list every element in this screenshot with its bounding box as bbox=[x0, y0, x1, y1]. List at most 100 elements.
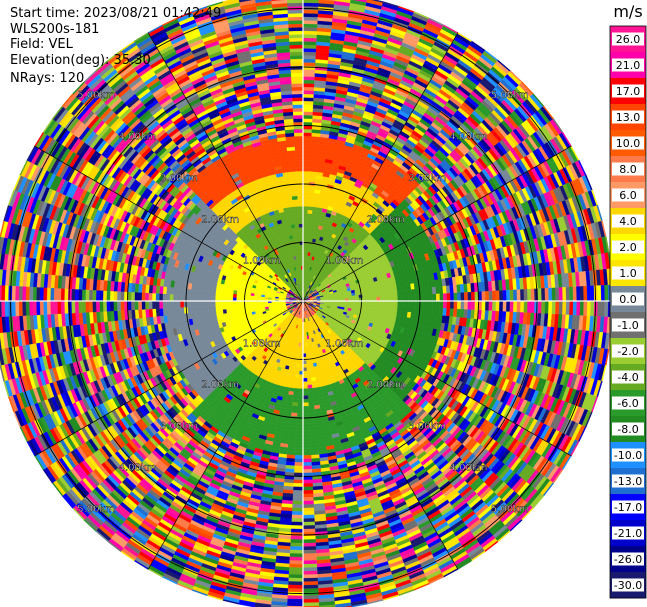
field-cell bbox=[421, 287, 426, 295]
field-cell bbox=[369, 293, 374, 298]
field-cell bbox=[302, 41, 317, 46]
field-cell bbox=[365, 304, 370, 309]
field-cell bbox=[362, 303, 367, 308]
field-cell bbox=[453, 300, 458, 310]
field-cell bbox=[361, 290, 367, 295]
field-cell bbox=[302, 153, 311, 158]
field-cell bbox=[302, 79, 315, 84]
field-cell bbox=[467, 300, 472, 310]
field-cell bbox=[302, 0, 319, 4]
field-cell bbox=[302, 69, 316, 74]
field-cell bbox=[600, 285, 606, 302]
field-cell bbox=[375, 308, 380, 314]
field-cell bbox=[604, 300, 609, 318]
field-cell bbox=[492, 290, 497, 302]
field-cell bbox=[302, 149, 312, 154]
field-cell bbox=[307, 206, 314, 211]
field-cell bbox=[555, 287, 560, 302]
field-cell bbox=[386, 300, 391, 306]
field-cell bbox=[597, 285, 602, 302]
field-cell bbox=[305, 241, 310, 246]
field-cell bbox=[362, 294, 367, 299]
field-cell bbox=[302, 160, 311, 165]
field-cell bbox=[307, 216, 312, 221]
field-cell bbox=[604, 284, 609, 302]
field-cell bbox=[450, 300, 455, 310]
field-cell bbox=[306, 220, 312, 225]
field-cell bbox=[425, 307, 430, 315]
field-cell bbox=[308, 185, 316, 190]
field-cell bbox=[302, 139, 312, 144]
field-cell bbox=[302, 13, 319, 18]
field-cell bbox=[590, 300, 595, 317]
field-cell bbox=[611, 284, 614, 302]
field-cell bbox=[354, 292, 360, 296]
field-cell bbox=[516, 300, 521, 313]
field-cell bbox=[302, 213, 308, 218]
field-cell bbox=[365, 290, 370, 295]
field-cell bbox=[348, 295, 353, 299]
field-cell bbox=[306, 230, 311, 235]
field-cell bbox=[302, 37, 317, 42]
field-cell bbox=[530, 300, 535, 314]
field-cell bbox=[397, 290, 402, 297]
field-cell bbox=[302, 174, 310, 179]
field-cell bbox=[562, 287, 567, 302]
field-cell bbox=[450, 292, 455, 302]
field-cell bbox=[583, 285, 588, 302]
field-cell bbox=[310, 224, 316, 229]
field-cell bbox=[307, 202, 314, 207]
field-cell bbox=[551, 300, 556, 315]
field-cell bbox=[555, 300, 560, 315]
field-cell bbox=[372, 293, 377, 298]
field-cell bbox=[306, 234, 311, 239]
field-cell bbox=[302, 55, 317, 60]
field-cell bbox=[415, 300, 419, 308]
field-cell bbox=[309, 171, 317, 176]
field-cell bbox=[499, 300, 504, 312]
field-cell bbox=[302, 65, 316, 70]
field-cell bbox=[569, 286, 574, 302]
field-cell bbox=[302, 58, 316, 63]
field-cell bbox=[457, 300, 462, 310]
field-cell bbox=[400, 290, 405, 297]
field-cell bbox=[506, 290, 511, 302]
field-cell bbox=[407, 289, 412, 296]
field-cell bbox=[309, 174, 317, 179]
field-cell bbox=[485, 291, 490, 302]
field-cell bbox=[400, 295, 405, 302]
field-cell bbox=[302, 167, 311, 172]
field-cell bbox=[562, 300, 567, 315]
field-cell bbox=[544, 300, 549, 315]
field-cell bbox=[379, 300, 384, 306]
field-cell bbox=[527, 288, 532, 302]
field-cell bbox=[302, 44, 317, 49]
field-cell bbox=[307, 199, 314, 204]
field-cell bbox=[390, 291, 395, 297]
field-cell bbox=[541, 288, 546, 302]
field-cell bbox=[379, 304, 384, 310]
field-cell bbox=[530, 288, 535, 302]
field-cell bbox=[418, 300, 423, 308]
field-cell bbox=[422, 300, 427, 308]
field-cell bbox=[425, 300, 430, 308]
field-cell bbox=[432, 300, 437, 309]
field-cell bbox=[404, 300, 409, 307]
field-cell bbox=[302, 128, 313, 133]
field-cell bbox=[390, 300, 395, 306]
field-cell bbox=[302, 97, 314, 102]
field-cell bbox=[383, 300, 388, 306]
field-cell bbox=[607, 284, 613, 302]
field-cell bbox=[383, 292, 388, 297]
field-cell bbox=[334, 0, 351, 4]
field-cell bbox=[414, 306, 419, 314]
field-cell bbox=[302, 111, 314, 116]
field-cell bbox=[408, 295, 412, 302]
field-cell bbox=[302, 2, 319, 7]
field-cell bbox=[302, 27, 318, 32]
field-cell bbox=[376, 292, 381, 298]
field-cell bbox=[488, 290, 493, 302]
field-cell bbox=[537, 300, 542, 314]
field-cell bbox=[302, 220, 308, 225]
field-cell bbox=[302, 16, 319, 21]
